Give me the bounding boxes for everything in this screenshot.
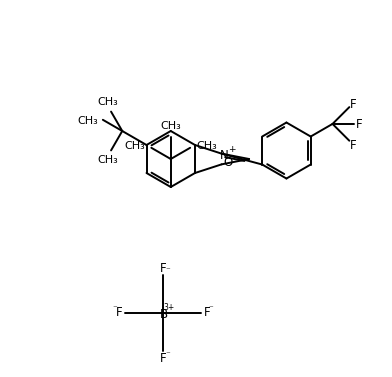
Text: N: N [220,149,229,162]
Text: F: F [160,262,166,274]
Text: CH₃: CH₃ [77,116,98,126]
Text: F: F [350,139,357,152]
Text: CH₃: CH₃ [98,155,118,166]
Text: CH₃: CH₃ [160,121,181,130]
Text: +: + [228,145,235,154]
Text: ⁻: ⁻ [166,267,171,276]
Text: F: F [204,307,211,319]
Text: F: F [116,307,122,319]
Text: ⁻: ⁻ [113,305,117,314]
Text: CH₃: CH₃ [98,97,118,107]
Text: ⁻: ⁻ [209,305,213,314]
Text: B: B [160,308,168,320]
Text: CH₃: CH₃ [196,141,217,151]
Text: 3+: 3+ [163,303,174,313]
Text: F: F [356,118,363,132]
Text: ⁻: ⁻ [166,351,171,360]
Text: O: O [223,156,232,169]
Text: F: F [350,98,357,110]
Text: F: F [160,351,166,365]
Text: CH₃: CH₃ [125,141,145,151]
